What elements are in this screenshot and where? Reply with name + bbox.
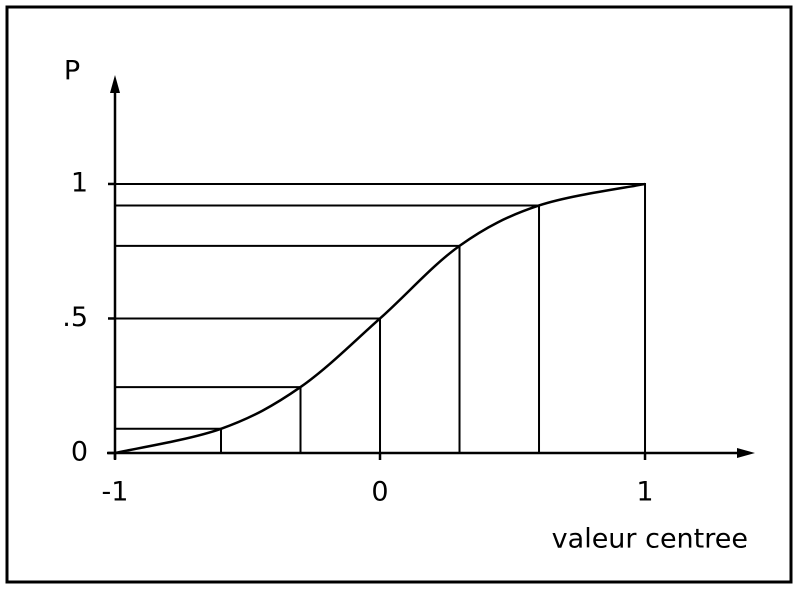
frame [5,5,793,584]
y-tick-label: 0 [71,437,88,468]
x-tick-label: 0 [371,477,388,508]
drop-line [115,244,461,453]
x-tick-label: -1 [102,477,129,508]
drop-line [115,386,302,453]
drop-line [115,204,541,453]
x-axis-label: valeur centree [552,524,748,555]
curve [114,182,646,455]
y-tick-label: .5 [62,302,88,333]
y-axis-label: P [64,56,80,87]
drop-line [115,182,647,453]
x-axis-arrow [737,448,755,458]
drop-line [115,317,382,453]
x-tick-label: 1 [636,477,653,508]
y-axis-arrow [110,75,120,93]
y-tick-label: 1 [71,167,88,198]
